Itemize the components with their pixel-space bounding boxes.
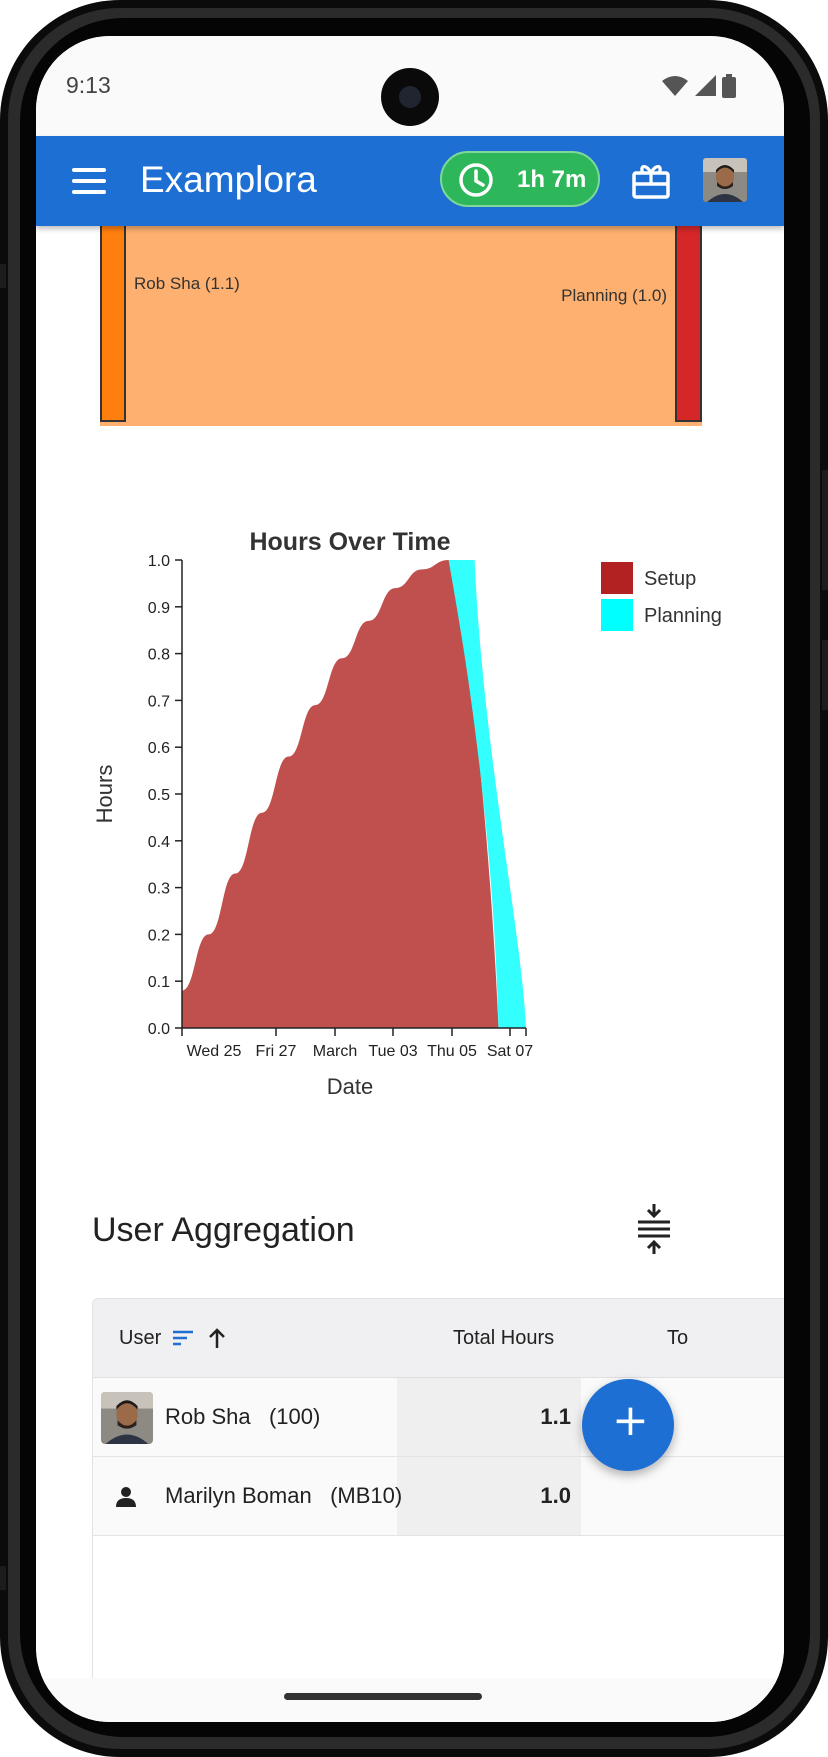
wifi-icon [662, 76, 688, 96]
antenna-line [0, 1566, 6, 1590]
plus-icon: + [612, 1395, 649, 1446]
battery-icon [722, 74, 736, 98]
sankey-label-category: Planning (1.0) [561, 286, 667, 305]
person-icon [116, 1487, 136, 1507]
y-tick-label: 0.4 [148, 834, 170, 851]
status-bar: 9:13 [36, 36, 784, 136]
chart-plot-area: 0.0 0.1 0.2 0.3 0.4 0.5 0.6 0.7 0.8 0.9 1.0 Wed 25 F… [148, 553, 533, 1060]
legend-label: Planning [644, 605, 722, 627]
sort-menu-icon[interactable] [173, 1330, 195, 1346]
table-row[interactable]: Marilyn Boman (MB10) 1.0 [93, 1457, 784, 1536]
sankey-node-user[interactable] [100, 226, 126, 422]
timer-button[interactable]: 1h 7m [440, 151, 600, 207]
app-title: Examplora [140, 159, 317, 200]
power-button [822, 640, 828, 710]
app-bar: Examplora 1h 7m [36, 136, 784, 226]
column-header-total[interactable]: To [667, 1327, 689, 1349]
x-axis-label: Date [327, 1074, 373, 1099]
x-tick-label: Tue 03 [368, 1043, 417, 1060]
screen: 9:13 Examplora 1h 7m [36, 36, 784, 1722]
x-tick-label: March [313, 1043, 357, 1060]
y-tick-label: 0.1 [148, 974, 170, 991]
home-indicator[interactable] [284, 1693, 482, 1700]
column-header-user[interactable]: User [119, 1327, 162, 1349]
y-tick-label: 0.2 [148, 927, 170, 944]
user-avatar[interactable] [703, 158, 747, 202]
gift-icon [632, 165, 670, 199]
chart-legend: Setup Planning [601, 562, 722, 631]
density-toggle-button[interactable] [632, 1202, 676, 1256]
x-tick-label: Fri 27 [256, 1043, 297, 1060]
add-button[interactable]: + [582, 1379, 674, 1471]
collapse-rows-icon [638, 1204, 670, 1254]
sankey-label-user: Rob Sha (1.1) [134, 274, 240, 293]
sankey-link [100, 226, 702, 426]
y-tick-label: 0.8 [148, 647, 170, 664]
chart-title: Hours Over Time [249, 528, 450, 556]
volume-button [822, 470, 828, 590]
x-tick-label: Wed 25 [187, 1043, 242, 1060]
y-tick-label: 0.0 [148, 1021, 170, 1038]
avatar [101, 1392, 153, 1444]
legend-swatch [601, 562, 633, 594]
total-hours-value: 1.1 [540, 1404, 571, 1429]
user-aggregation-table: User Total Hours To [92, 1298, 784, 1722]
x-tick-label: Thu 05 [427, 1043, 477, 1060]
setup-area [182, 560, 499, 1028]
y-tick-label: 0.9 [148, 600, 170, 617]
y-tick-label: 0.3 [148, 881, 170, 898]
column-header-total-hours[interactable]: Total Hours [453, 1327, 555, 1349]
timer-value: 1h 7m [517, 166, 587, 193]
menu-button[interactable] [70, 162, 108, 200]
user-name: Marilyn Boman (MB10) [165, 1483, 403, 1508]
table-header: User Total Hours To [93, 1299, 784, 1378]
sankey-chart: Rob Sha (1.1) Planning (1.0) [100, 226, 702, 436]
front-camera [381, 68, 439, 126]
avatar [703, 158, 747, 202]
sort-ascending-icon[interactable] [207, 1327, 227, 1349]
y-axis-label: Hours [92, 765, 117, 824]
sankey-node-category[interactable] [675, 226, 702, 422]
clock-icon [459, 163, 493, 197]
y-tick-label: 1.0 [148, 553, 170, 570]
navigation-bar [36, 1678, 784, 1722]
y-tick-label: 0.6 [148, 740, 170, 757]
user-aggregation-title: User Aggregation [92, 1211, 355, 1249]
x-tick-label: Sat 07 [487, 1043, 533, 1060]
signal-icon [695, 75, 716, 96]
total-hours-value: 1.0 [540, 1483, 571, 1508]
status-time: 9:13 [66, 72, 111, 98]
status-icons [662, 74, 736, 98]
y-tick-label: 0.5 [148, 787, 170, 804]
planning-area [448, 560, 526, 1028]
antenna-line [0, 264, 6, 288]
table-row[interactable]: Rob Sha (100) 1.1 [93, 1378, 784, 1457]
y-tick-label: 0.7 [148, 693, 170, 710]
legend-label: Setup [644, 568, 696, 590]
legend-swatch [601, 599, 633, 631]
gift-button[interactable] [630, 160, 672, 202]
hours-over-time-chart: Hours Over Time Hours Date 0.00.10.20.30… [92, 528, 722, 1099]
user-name: Rob Sha (100) [165, 1404, 321, 1429]
